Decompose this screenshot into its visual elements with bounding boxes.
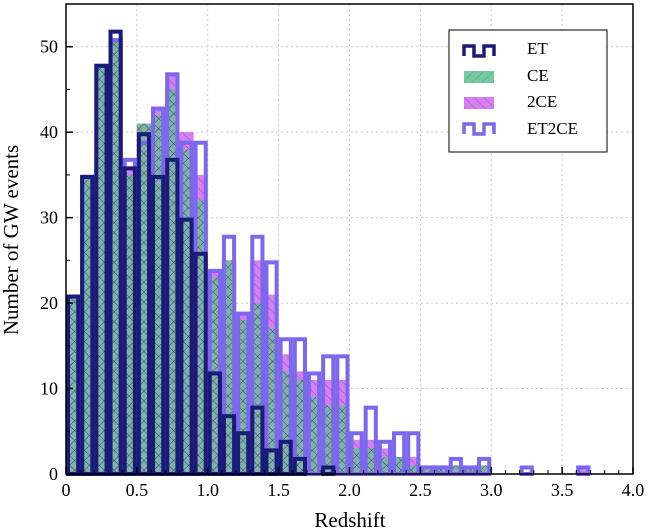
y-tick-label: 0 <box>49 464 58 484</box>
ce-bar <box>477 465 492 474</box>
legend-item-2ce: 2CE <box>464 92 557 111</box>
ce-bar <box>434 465 449 474</box>
2ce-bar <box>576 465 591 474</box>
legend-swatch-et <box>462 44 496 58</box>
legend-item-ce: CE <box>464 66 549 85</box>
legend-item-et2ce: ET2CE <box>462 119 578 138</box>
legend-swatch-et2ce <box>462 122 496 136</box>
x-tick-label: 4.0 <box>622 480 645 500</box>
legend-label-ce: CE <box>527 66 549 85</box>
x-tick-label: 2.5 <box>409 480 432 500</box>
legend-label-et: ET <box>527 39 548 58</box>
legend-item-et: ET <box>462 39 548 58</box>
ce-bar <box>406 465 421 474</box>
x-tick-label: 2.0 <box>338 480 361 500</box>
y-axis-label: Number of GW events <box>0 145 23 335</box>
x-tick-label: 3.5 <box>551 480 574 500</box>
x-tick-label: 1.0 <box>197 480 220 500</box>
legend-label-et2ce: ET2CE <box>527 119 578 138</box>
x-tick-label: 1.5 <box>267 480 290 500</box>
legend-label-2ce: 2CE <box>527 92 557 111</box>
x-tick-label: 0.5 <box>126 480 149 500</box>
ce-bar <box>420 465 435 474</box>
ce-bar <box>462 465 478 474</box>
x-axis-label: Redshift <box>314 508 385 531</box>
x-tick-label: 3.0 <box>480 480 503 500</box>
y-tick-label: 10 <box>40 379 58 399</box>
axes: 0 0.5 1.0 1.5 2.0 2.5 3.0 3.5 4.0 0 10 20 30 40 50 <box>40 37 644 500</box>
legend: ET CE 2CE ET2CE <box>448 29 608 153</box>
y-tick-label: 20 <box>40 293 58 313</box>
x-tick-label: 0 <box>62 480 71 500</box>
legend-swatch-2ce <box>464 97 494 109</box>
y-tick-label: 50 <box>40 37 58 57</box>
y-tick-label: 40 <box>40 122 58 142</box>
y-tick-label: 30 <box>40 208 58 228</box>
ce-bar <box>448 465 463 474</box>
